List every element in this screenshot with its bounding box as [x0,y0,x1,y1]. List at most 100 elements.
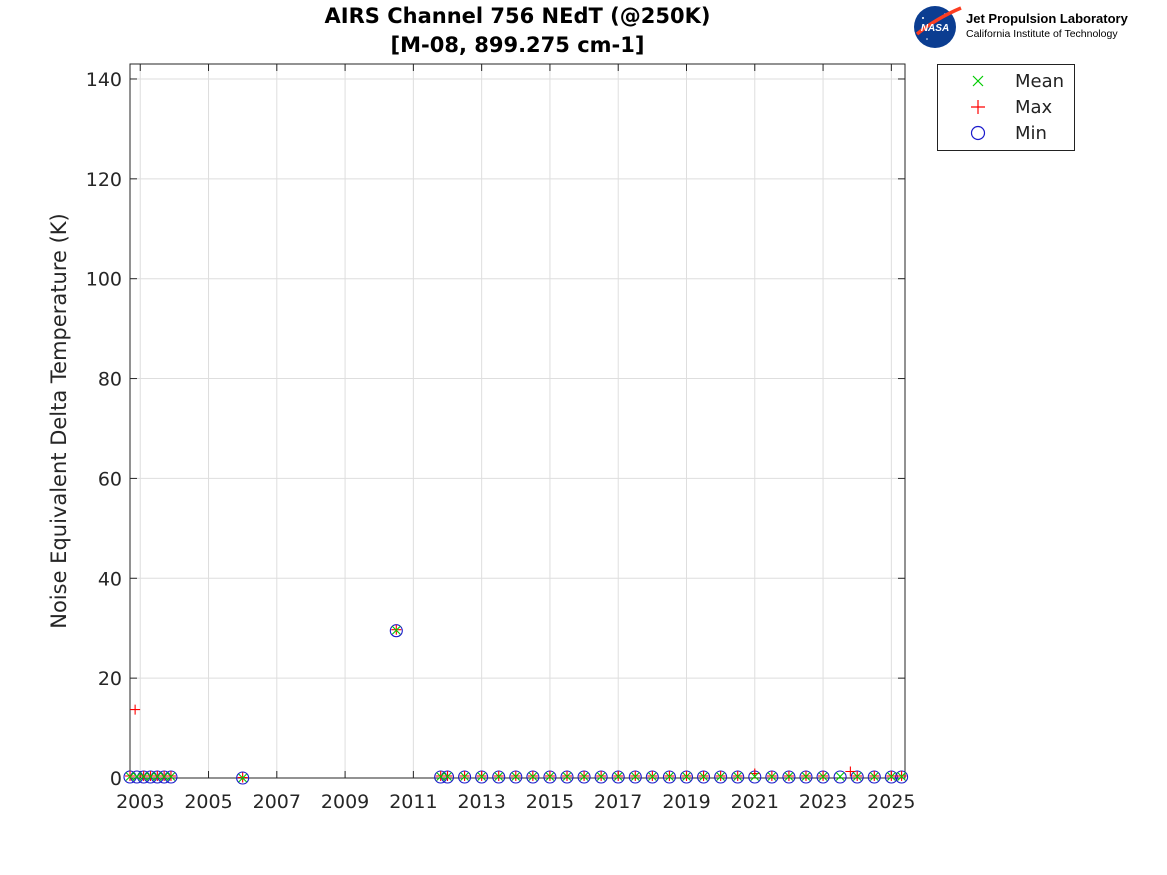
x-tick-label: 2019 [662,791,710,813]
point-mean [460,772,469,781]
point-mean [139,772,149,781]
point-min [731,770,745,784]
point-min [458,770,472,784]
point-mean [886,772,896,781]
point-mean [443,772,452,781]
legend-item-min: Min [938,120,1074,146]
point-mean [152,772,162,781]
y-tick-label: 60 [98,468,122,490]
point-mean [682,772,691,781]
x-tick-label: 2011 [389,791,437,813]
x-tick-label: 2021 [731,791,779,813]
point-mean [897,772,906,781]
point-mean [801,772,811,781]
y-tick-label: 80 [98,369,122,391]
point-mean [852,772,862,781]
plot-frame [129,63,906,779]
point-min [799,770,813,784]
y-tick-label: 140 [86,69,122,91]
point-mean [125,772,135,781]
chart-subtitle: [M-08, 899.275 cm-1] [390,33,645,57]
y-axis-label: Noise Equivalent Delta Temperature (K) [47,213,71,629]
point-mean [562,772,572,781]
point-mean [818,772,828,781]
point-mean [477,772,487,781]
x-tick-label: 2007 [253,791,301,813]
point-mean [665,772,674,781]
point-mean [436,772,446,781]
y-tick-label: 40 [98,568,122,590]
point-min [714,770,728,784]
point-mean [647,772,657,781]
legend-item-max: Max [938,94,1074,120]
point-min [850,770,864,784]
point-min [645,770,659,784]
point-min [236,771,250,785]
nasa-badge-text: NASA [921,23,949,34]
point-mean [835,772,845,781]
point-min [560,770,574,784]
axis-ticks: 2003 2005 2007 2009 2011 2013 2015 2017 2019 2021… [86,64,916,813]
x-tick-label: 2025 [867,791,915,813]
point-mean [511,772,521,781]
point-mean [630,772,640,781]
point-min [543,770,557,784]
point-max [130,704,141,715]
point-min [475,770,489,784]
x-tick-label: 2023 [799,791,847,813]
x-tick-label: 2009 [321,791,369,813]
point-mean [596,772,606,781]
point-min [628,770,642,784]
point-mean [545,772,555,781]
point-mean [869,772,879,781]
point-mean [166,772,176,781]
org-subtitle: California Institute of Technology [966,28,1118,40]
point-mean [579,772,589,781]
org-name: Jet Propulsion Laboratory [966,11,1128,26]
point-mean [750,772,760,781]
x-tick-label: 2005 [184,791,232,813]
point-min [867,770,881,784]
legend-item-mean: Mean [938,68,1074,94]
data-points [123,624,909,785]
point-mean [733,772,743,781]
point-mean [716,772,726,781]
point-min [816,770,830,784]
x-tick-label: 2013 [457,791,505,813]
legend-label-mean: Mean [1015,71,1065,92]
point-min [509,770,523,784]
x-tick-label: 2015 [526,791,574,813]
point-min [697,770,711,784]
point-min [884,770,898,784]
point-min [662,770,676,784]
y-tick-label: 20 [98,668,122,690]
point-mean [146,772,155,781]
point-min [765,770,779,784]
point-mean [494,772,504,781]
legend: Mean Max Min [937,64,1075,151]
legend-label-min: Min [1015,123,1047,144]
point-mean [528,772,538,781]
point-min [526,770,540,784]
circle-marker-icon [970,125,986,141]
point-mean [784,772,794,781]
chart-title: AIRS Channel 756 NEdT (@250K) [324,4,711,28]
point-min [611,770,625,784]
y-tick-label: 100 [86,269,122,291]
legend-label-max: Max [1015,97,1053,118]
point-mean [159,772,169,781]
grid-lines [130,64,905,779]
x-marker-icon [972,75,984,87]
point-mean [767,772,777,781]
point-min [833,770,847,784]
plus-marker-icon [971,100,985,114]
point-mean [613,772,623,781]
point-max [845,766,856,777]
point-min [679,770,694,784]
x-tick-label: 2003 [116,791,164,813]
point-mean [132,772,142,781]
point-min [492,770,506,784]
point-min [782,770,796,784]
jpl-logo: NASA [913,4,1163,50]
